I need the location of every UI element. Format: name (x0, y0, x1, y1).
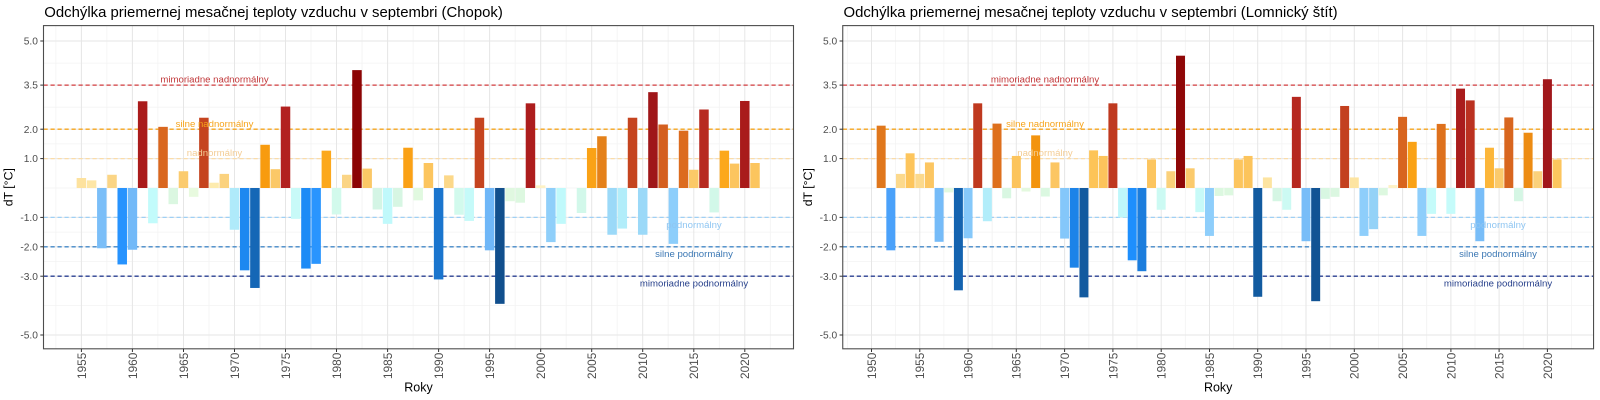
svg-text:1970: 1970 (1058, 352, 1072, 379)
svg-text:1995: 1995 (1299, 352, 1313, 379)
svg-text:2000: 2000 (1348, 352, 1362, 379)
svg-text:1.0: 1.0 (24, 154, 38, 165)
svg-text:5.0: 5.0 (823, 37, 837, 48)
svg-text:2000: 2000 (534, 352, 548, 379)
svg-text:2015: 2015 (1493, 352, 1507, 379)
svg-text:-5.0: -5.0 (20, 331, 38, 342)
svg-text:2010: 2010 (1444, 352, 1458, 379)
svg-text:1955: 1955 (75, 352, 89, 379)
svg-text:1990: 1990 (432, 352, 446, 379)
svg-text:silne podnormálny: silne podnormálny (655, 249, 733, 260)
svg-text:Roky: Roky (1204, 380, 1233, 394)
svg-text:podnormálny: podnormálny (1470, 220, 1526, 231)
svg-text:2010: 2010 (636, 352, 650, 379)
svg-text:2005: 2005 (585, 352, 599, 379)
svg-text:Odchýlka priemernej mesačnej t: Odchýlka priemernej mesačnej teploty vzd… (844, 5, 1338, 21)
svg-text:-2.0: -2.0 (820, 242, 838, 253)
svg-text:mimoriadne podnormálny: mimoriadne podnormálny (1444, 279, 1552, 290)
svg-text:1965: 1965 (177, 352, 191, 379)
svg-text:2005: 2005 (1396, 352, 1410, 379)
svg-text:1985: 1985 (381, 352, 395, 379)
svg-text:2020: 2020 (1541, 352, 1555, 379)
svg-text:Roky: Roky (404, 380, 433, 394)
svg-text:1975: 1975 (279, 352, 293, 379)
svg-text:-1.0: -1.0 (20, 213, 38, 224)
svg-text:mimoriadne nadnormálny: mimoriadne nadnormálny (991, 75, 1099, 86)
svg-text:1995: 1995 (483, 352, 497, 379)
svg-text:silne podnormálny: silne podnormálny (1459, 249, 1537, 260)
svg-text:-1.0: -1.0 (820, 213, 838, 224)
svg-text:1980: 1980 (330, 352, 344, 379)
svg-text:1990: 1990 (1251, 352, 1265, 379)
svg-text:-5.0: -5.0 (820, 331, 838, 342)
svg-text:podnormálny: podnormálny (666, 220, 722, 231)
svg-text:1980: 1980 (1155, 352, 1169, 379)
svg-text:mimoriadne nadnormálny: mimoriadne nadnormálny (160, 75, 268, 86)
svg-text:Odchýlka priemernej mesačnej t: Odchýlka priemernej mesačnej teploty vzd… (44, 5, 503, 21)
svg-text:1.0: 1.0 (823, 154, 837, 165)
svg-text:1955: 1955 (913, 352, 927, 379)
svg-text:dT [°C]: dT [°C] (2, 168, 16, 206)
svg-text:2020: 2020 (738, 352, 752, 379)
svg-text:1970: 1970 (228, 352, 242, 379)
svg-text:1985: 1985 (1203, 352, 1217, 379)
svg-text:1965: 1965 (1010, 352, 1024, 379)
svg-text:silne nadnormálny: silne nadnormálny (176, 119, 254, 130)
svg-text:2015: 2015 (687, 352, 701, 379)
svg-text:1975: 1975 (1106, 352, 1120, 379)
svg-text:-3.0: -3.0 (20, 272, 38, 283)
svg-text:1960: 1960 (962, 352, 976, 379)
svg-text:mimoriadne podnormálny: mimoriadne podnormálny (640, 279, 748, 290)
svg-text:5.0: 5.0 (24, 37, 38, 48)
svg-text:dT [°C]: dT [°C] (801, 168, 815, 206)
svg-text:-2.0: -2.0 (20, 242, 38, 253)
svg-text:3.5: 3.5 (24, 81, 38, 92)
svg-text:silne nadnormálny: silne nadnormálny (1006, 119, 1084, 130)
svg-text:nadnormálny: nadnormálny (1017, 148, 1073, 159)
svg-text:-3.0: -3.0 (820, 272, 838, 283)
svg-text:1950: 1950 (865, 352, 879, 379)
svg-text:nadnormálny: nadnormálny (187, 148, 243, 159)
svg-text:3.5: 3.5 (823, 81, 837, 92)
svg-text:1960: 1960 (126, 352, 140, 379)
svg-text:2.0: 2.0 (24, 125, 38, 136)
svg-text:2.0: 2.0 (823, 125, 837, 136)
